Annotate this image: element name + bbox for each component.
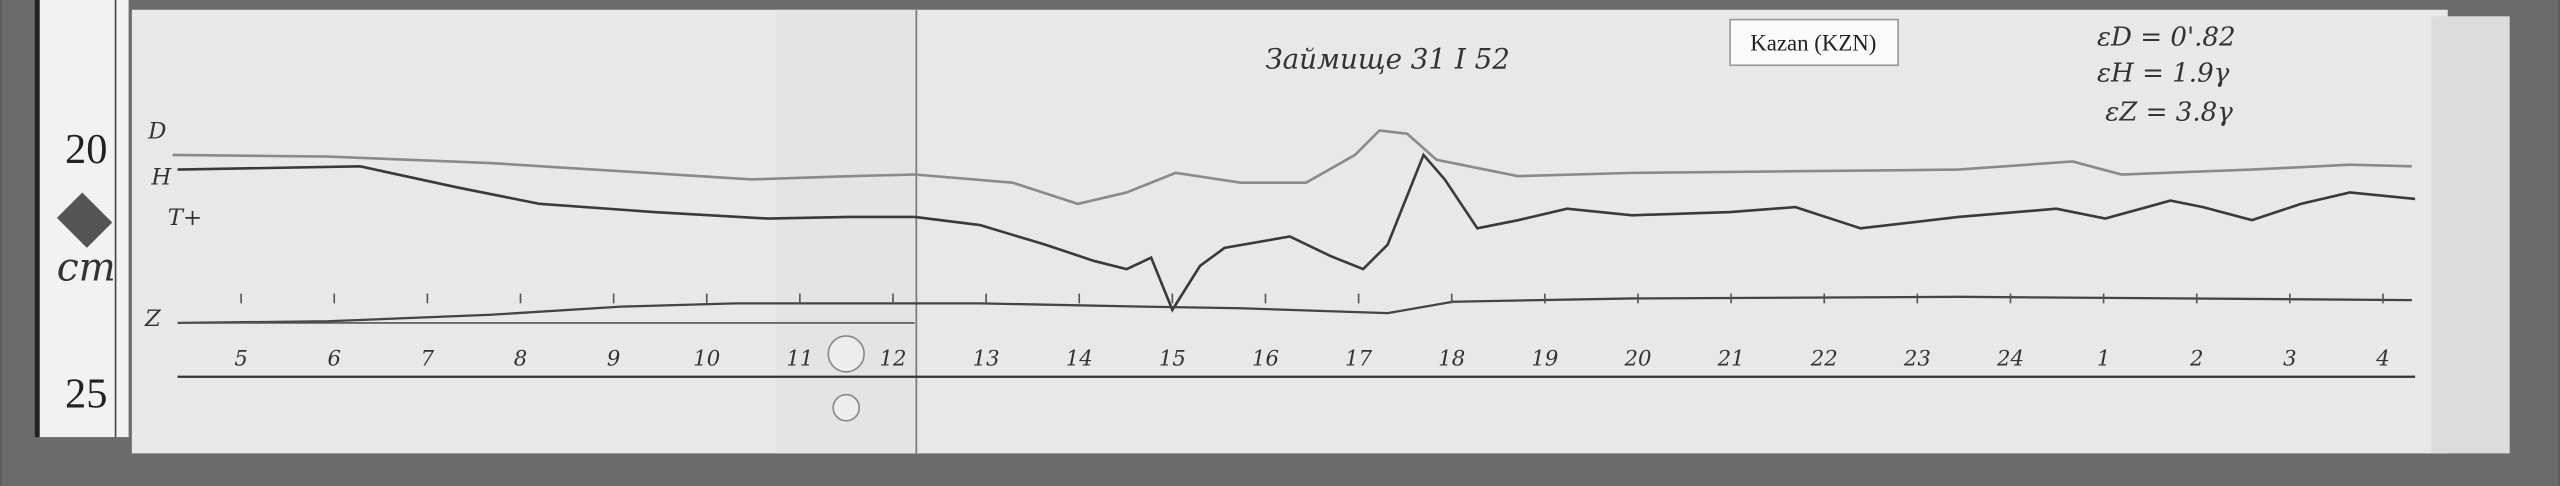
hour-label: 22 — [1810, 345, 1838, 370]
hour-label: 1 — [2097, 345, 2110, 370]
d-trace — [172, 129, 2412, 206]
hour-label: 6 — [328, 345, 341, 370]
hour-label: 4 — [2375, 345, 2389, 370]
station-label: Kazan (KZN) — [1750, 31, 1876, 56]
scale-value: εD = 0'.82 — [2097, 23, 2236, 53]
hour-label: 16 — [1252, 345, 1279, 370]
punch-hole — [827, 335, 865, 373]
hour-label: 13 — [973, 345, 1000, 370]
hour-label: 8 — [514, 345, 527, 370]
hour-label: 23 — [1903, 345, 1931, 370]
hour-label: 10 — [693, 345, 720, 370]
h-trace — [177, 152, 2416, 313]
hour-labels: 5 6 7 8 9 10 11 12 13 14 15 16 17 18 19 20 21 22 23 24 1 2 3 4 — [234, 293, 2390, 370]
hour-label: 9 — [607, 345, 620, 370]
ruler-icon — [56, 192, 113, 248]
station-label-box — [1729, 18, 1899, 67]
hour-label: 7 — [421, 345, 435, 370]
z-trace — [177, 295, 2412, 325]
hour-label: 12 — [880, 345, 907, 370]
paper-overlap — [776, 9, 920, 454]
hour-label: 20 — [1623, 345, 1651, 370]
trace-label: Z — [144, 306, 162, 332]
ruler-bottom: 25 — [65, 371, 107, 418]
hour-label: 18 — [1438, 345, 1465, 370]
trace-label: H — [150, 164, 172, 190]
header: Займище 31 I 52 — [1265, 42, 1510, 75]
hour-label: 5 — [234, 345, 247, 370]
hour-label: 3 — [2283, 345, 2296, 370]
hour-label: 15 — [1159, 345, 1186, 370]
hour-label: 21 — [1717, 345, 1745, 370]
trace-label: T+ — [168, 205, 202, 231]
paper-end — [2431, 16, 2510, 454]
hour-label: 11 — [786, 345, 813, 370]
hour-label: 17 — [1345, 345, 1372, 370]
ruler-top: 20 — [65, 126, 107, 173]
trace-label: D — [147, 119, 166, 145]
hour-label: 19 — [1531, 345, 1558, 370]
hour-label: 24 — [1996, 345, 2024, 370]
scale-value: εH = 1.9γ — [2097, 59, 2230, 89]
scale-value: εZ = 3.8γ — [2105, 98, 2233, 128]
paper — [131, 9, 2448, 454]
ruler-unit: cm — [57, 246, 116, 291]
hour-label: 2 — [2189, 345, 2203, 370]
hour-label: 14 — [1066, 345, 1093, 370]
punch-hole — [832, 393, 861, 422]
